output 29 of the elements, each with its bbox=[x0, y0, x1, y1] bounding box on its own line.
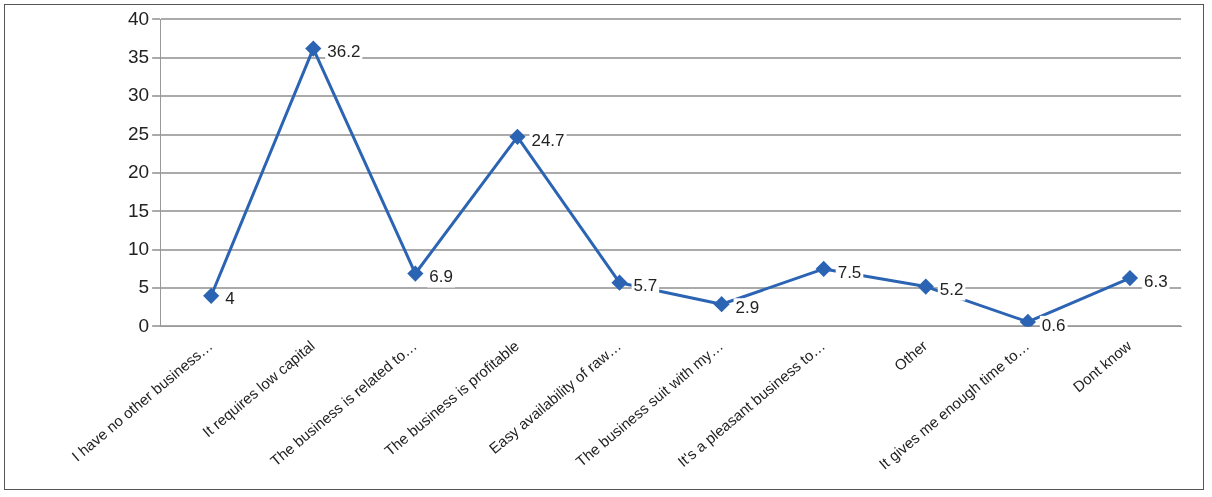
data-label: 6.3 bbox=[1143, 271, 1168, 291]
point bbox=[1122, 270, 1138, 286]
y-tick-label: 10 bbox=[127, 237, 150, 259]
point bbox=[407, 266, 423, 282]
data-label: 5.2 bbox=[939, 280, 964, 300]
y-tick-label: 25 bbox=[127, 122, 150, 144]
point bbox=[203, 288, 219, 304]
data-label: 24.7 bbox=[531, 130, 565, 150]
y-tick-label: 30 bbox=[127, 84, 150, 106]
data-label: 6.9 bbox=[429, 267, 453, 287]
point bbox=[816, 261, 832, 277]
point bbox=[612, 275, 628, 291]
y-tick-label: 5 bbox=[138, 276, 150, 298]
y-tick-label: 0 bbox=[138, 314, 150, 336]
data-label: 2.9 bbox=[735, 297, 760, 317]
data-label: 0.6 bbox=[1041, 315, 1066, 335]
y-tick-label: 40 bbox=[127, 7, 150, 29]
point bbox=[509, 129, 525, 145]
y-tick-label: 35 bbox=[127, 46, 150, 68]
point bbox=[305, 41, 321, 57]
data-label: 5.7 bbox=[633, 276, 658, 296]
data-label: 7.5 bbox=[837, 262, 862, 282]
data-label: 4 bbox=[225, 289, 235, 309]
y-tick-label: 15 bbox=[127, 199, 150, 221]
point bbox=[918, 279, 934, 295]
point bbox=[1020, 314, 1036, 327]
point bbox=[714, 296, 730, 312]
y-tick-label: 20 bbox=[127, 161, 150, 183]
data-label: 36.2 bbox=[327, 42, 361, 62]
